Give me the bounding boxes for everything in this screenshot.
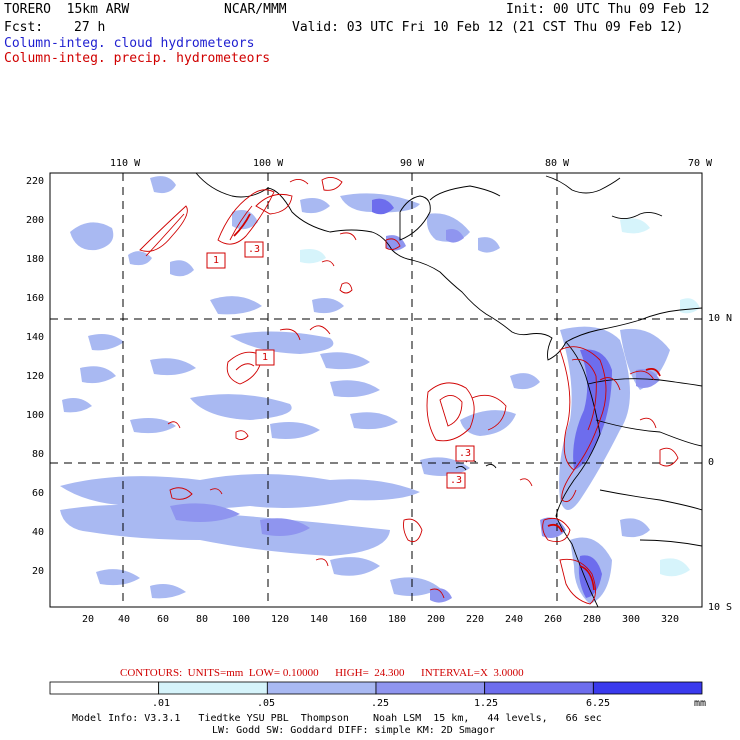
colorbar-swatch: [375, 681, 486, 695]
x-tick: 60: [157, 614, 170, 625]
x-tick: 220: [466, 614, 485, 625]
precip-contours: [139, 177, 679, 605]
colorbar-unit: mm: [694, 698, 707, 709]
colorbar-swatch: [484, 681, 594, 695]
forecast-hour: 27 h: [74, 20, 106, 35]
lat-label: 0: [708, 457, 715, 468]
colorbar-swatch: [49, 681, 160, 695]
lat-label: 10 S: [708, 602, 733, 613]
valid-time: Valid: 03 UTC Fri 10 Feb 12 (21 CST Thu …: [292, 20, 684, 35]
y-tick: 100: [26, 410, 45, 421]
lat-lon-grid: [50, 173, 702, 607]
contour-label: 1: [262, 352, 269, 363]
coastlines: [195, 173, 702, 607]
contour-label: 1: [213, 255, 220, 266]
cloud-hydrometeor-shading: [60, 176, 700, 604]
forecast-label: Fcst:: [4, 20, 44, 35]
lon-label: 70 W: [688, 158, 713, 169]
x-tick: 20: [82, 614, 95, 625]
lon-label: 80 W: [545, 158, 570, 169]
x-tick: 320: [661, 614, 680, 625]
init-time: Init: 00 UTC Thu 09 Feb 12: [506, 2, 710, 17]
x-tick: 140: [310, 614, 329, 625]
org-label: NCAR/MMM: [224, 2, 287, 17]
y-tick: 160: [26, 293, 45, 304]
x-tick: 100: [232, 614, 251, 625]
colorbar: [49, 681, 703, 695]
colorbar-swatch: [266, 681, 377, 695]
x-tick: 120: [271, 614, 290, 625]
cloud-field-label: Column-integ. cloud hydrometeors: [4, 36, 255, 51]
y-tick: 20: [32, 566, 45, 577]
colorbar-label: .01: [152, 698, 171, 709]
model-info: Model Info: V3.3.1 Tiedtke YSU PBL Thomp…: [72, 713, 602, 724]
lon-label: 90 W: [400, 158, 425, 169]
x-tick: 180: [388, 614, 407, 625]
y-tick: 200: [26, 215, 45, 226]
contour-label: .3: [248, 244, 261, 255]
y-tick: 60: [32, 488, 45, 499]
y-tick: 180: [26, 254, 45, 265]
colorbar-label: 6.25: [586, 698, 611, 709]
x-tick: 200: [427, 614, 446, 625]
contours-caption: CONTOURS: UNITS=mm LOW= 0.10000 HIGH= 24…: [120, 667, 524, 679]
x-tick: 300: [622, 614, 641, 625]
x-tick: 160: [349, 614, 368, 625]
contour-label: .3: [459, 448, 472, 459]
precip-field-label: Column-integ. precip. hydrometeors: [4, 51, 271, 66]
y-tick: 140: [26, 332, 45, 343]
lon-label: 100 W: [253, 158, 284, 169]
colorbar-swatch: [158, 681, 268, 695]
x-tick: 80: [196, 614, 209, 625]
lon-label: 110 W: [110, 158, 141, 169]
y-tick: 220: [26, 176, 45, 187]
physics-info: LW: Godd SW: Goddard DIFF: simple KM: 2D…: [212, 725, 495, 736]
x-tick: 40: [118, 614, 131, 625]
map-frame: [49, 172, 703, 608]
colorbar-swatch: [592, 681, 703, 695]
colorbar-label: .05: [257, 698, 276, 709]
x-tick: 240: [505, 614, 524, 625]
model-title: TORERO 15km ARW: [4, 2, 130, 17]
y-tick: 80: [32, 449, 45, 460]
colorbar-label: .25: [371, 698, 390, 709]
contour-label: .3: [450, 475, 463, 486]
x-tick: 280: [583, 614, 602, 625]
colorbar-label: 1.25: [474, 698, 499, 709]
y-tick: 40: [32, 527, 45, 538]
contour-label-boxes: [206, 241, 475, 489]
y-tick: 120: [26, 371, 45, 382]
lat-label: 10 N: [708, 313, 733, 324]
x-tick: 260: [544, 614, 563, 625]
